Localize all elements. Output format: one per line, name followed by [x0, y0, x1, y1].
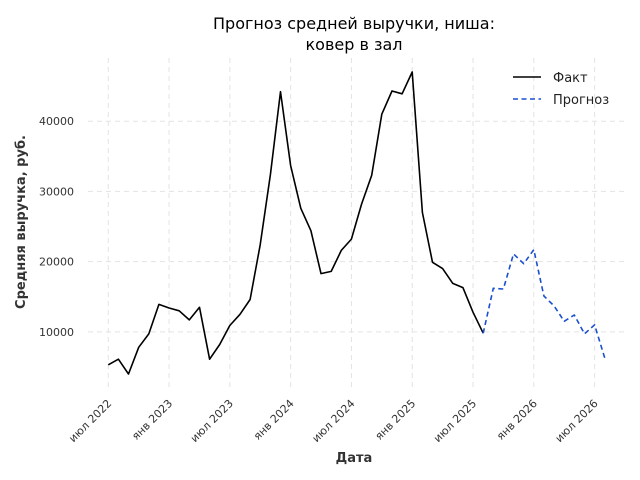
x-tick-label: янв 2025	[373, 397, 419, 443]
legend-label: Прогноз	[553, 93, 609, 108]
x-tick-label: июл 2026	[553, 397, 601, 445]
grid	[88, 58, 625, 388]
y-tick-label: 30000	[39, 185, 74, 198]
x-tick-label: июл 2024	[310, 397, 358, 445]
y-axis-label: Средняя выручка, руб.	[14, 135, 29, 309]
y-axis-ticks: 10000 20000 30000 40000	[39, 115, 74, 339]
chart-title-line-1: Прогноз средней выручки, ниша:	[213, 14, 495, 33]
y-tick-label: 10000	[39, 326, 74, 339]
x-tick-label: июл 2022	[66, 397, 114, 445]
x-axis-label: Дата	[336, 451, 373, 466]
x-tick-label: июл 2023	[188, 397, 236, 445]
chart-title-line-2: ковер в зал	[305, 35, 402, 54]
x-tick-label: янв 2026	[494, 397, 540, 443]
x-tick-label: янв 2024	[251, 397, 297, 443]
y-tick-label: 40000	[39, 115, 74, 128]
x-tick-label: янв 2023	[129, 397, 175, 443]
legend-label: Факт	[553, 71, 588, 86]
y-tick-label: 20000	[39, 256, 74, 269]
actual-series-line	[107, 71, 484, 375]
legend: Факт Прогноз	[513, 71, 609, 108]
x-axis-ticks: июл 2022 янв 2023 июл 2023 янв 2024 июл 2024…	[66, 397, 600, 445]
forecast-series-line	[482, 248, 606, 359]
series-lines	[107, 71, 606, 375]
x-tick-label: июл 2025	[431, 397, 479, 445]
